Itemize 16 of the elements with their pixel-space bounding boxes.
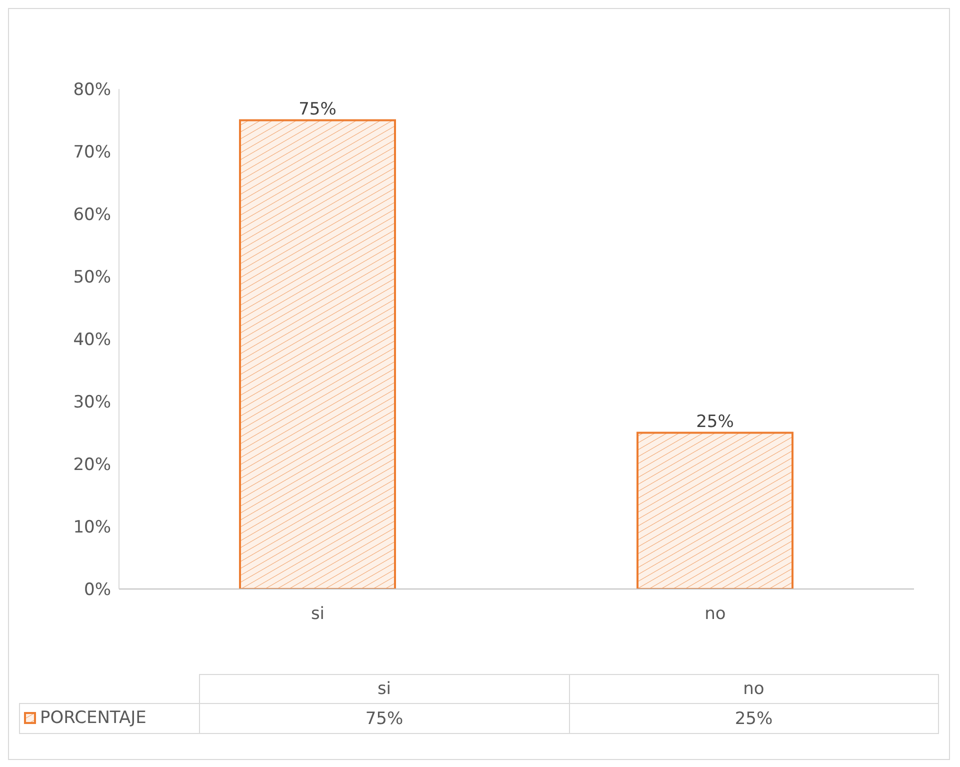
category-label: no: [743, 679, 764, 699]
data-label: 75%: [200, 704, 569, 734]
text: 75%: [298, 99, 336, 120]
y-tick-label: 50%: [73, 268, 111, 288]
y-tick-label: 0%: [84, 580, 111, 600]
category-label: si: [377, 679, 392, 699]
y-tick-label: 40%: [73, 330, 111, 350]
y-tick-label: 80%: [73, 80, 111, 100]
y-tick-label: 60%: [73, 205, 111, 226]
legend-label: PORCENTAJE: [39, 708, 146, 728]
data-label: 25%: [569, 704, 938, 734]
y-tick-label: 70%: [73, 142, 111, 163]
y-tick-label: 20%: [73, 455, 111, 476]
text: 25%: [696, 412, 734, 432]
y-tick-label: 30%: [73, 392, 111, 413]
y-tick-label: 10%: [73, 518, 111, 538]
